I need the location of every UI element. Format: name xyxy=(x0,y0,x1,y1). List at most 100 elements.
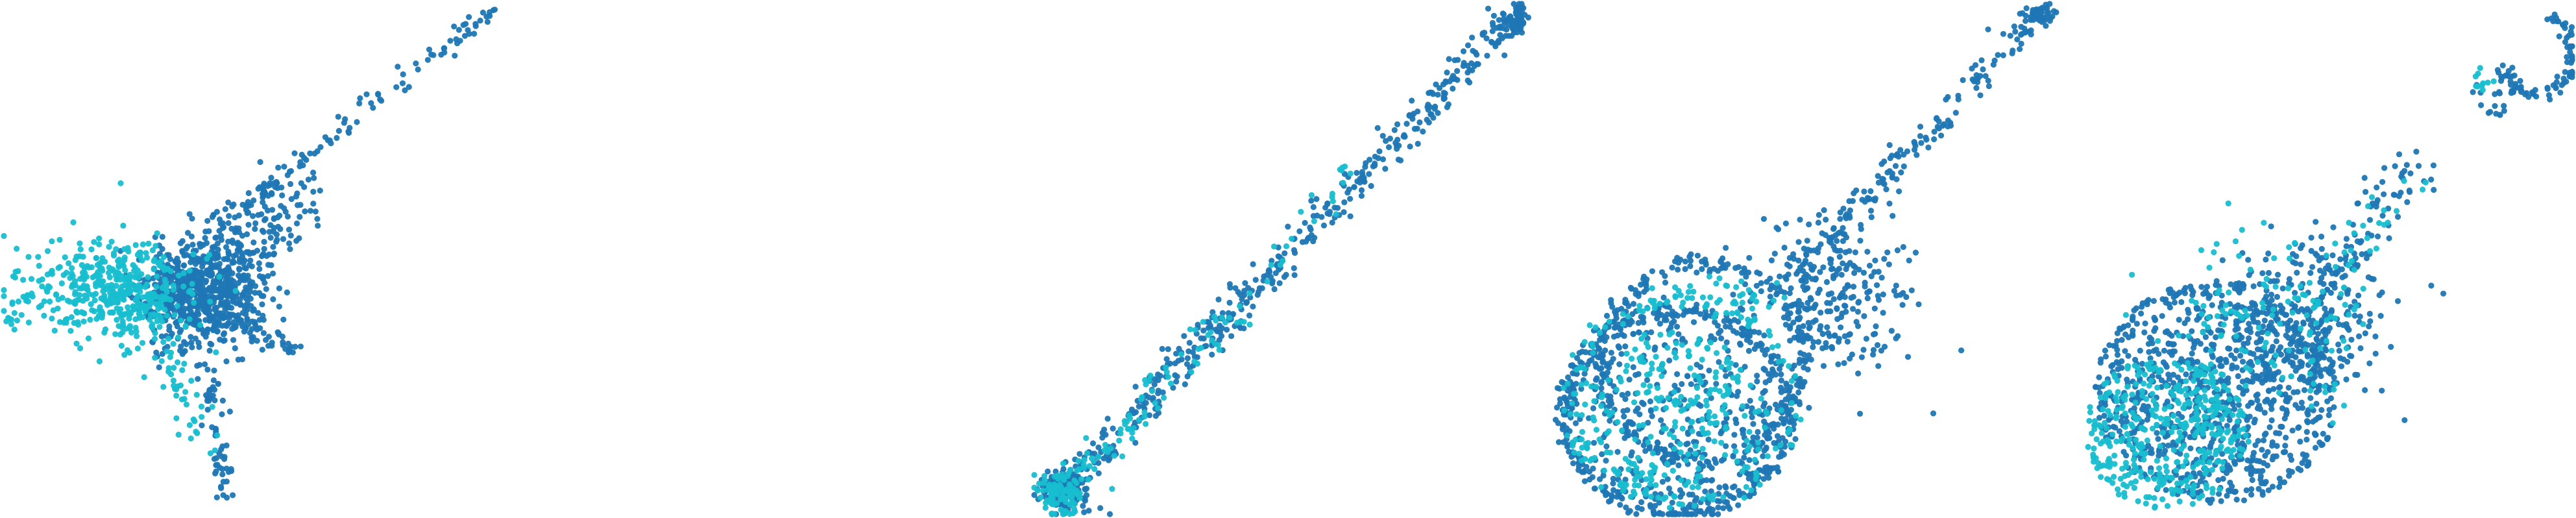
data-point xyxy=(1782,396,1789,403)
data-point xyxy=(166,327,173,334)
data-point xyxy=(1838,271,1845,278)
data-point xyxy=(1095,460,1102,466)
data-point xyxy=(1780,420,1787,427)
data-point xyxy=(1707,294,1714,301)
data-point xyxy=(1810,339,1817,345)
data-point xyxy=(1041,473,1048,479)
data-point xyxy=(1872,197,1878,204)
data-point xyxy=(239,201,246,208)
data-point xyxy=(75,321,82,328)
data-point xyxy=(1860,347,1867,353)
data-point xyxy=(1978,57,1985,64)
data-point xyxy=(195,376,201,382)
data-point xyxy=(223,478,230,485)
data-point xyxy=(2012,29,2019,35)
data-point xyxy=(230,492,236,499)
data-point xyxy=(1697,473,1703,480)
data-point xyxy=(1649,450,1656,456)
data-point xyxy=(2303,436,2310,443)
data-point xyxy=(209,404,215,410)
data-point xyxy=(314,148,321,154)
data-point xyxy=(1695,508,1701,515)
data-point xyxy=(294,190,300,197)
data-point xyxy=(2235,402,2242,408)
data-point xyxy=(1520,19,1527,25)
data-point xyxy=(174,260,180,267)
data-point xyxy=(281,164,287,170)
data-point xyxy=(1705,436,1712,443)
data-point xyxy=(1758,288,1764,295)
data-point xyxy=(1836,336,1842,342)
data-point xyxy=(276,303,282,310)
data-point xyxy=(173,392,180,399)
data-point xyxy=(1760,216,1767,222)
data-point xyxy=(215,247,221,253)
data-point xyxy=(1320,222,1327,228)
data-point xyxy=(1764,347,1770,353)
data-point xyxy=(1750,421,1756,427)
data-point xyxy=(1788,285,1794,291)
data-point xyxy=(1073,480,1080,486)
data-point xyxy=(1864,295,1871,302)
data-point xyxy=(1632,346,1638,352)
data-point xyxy=(145,296,152,302)
data-point xyxy=(213,462,219,469)
data-point xyxy=(1904,354,1912,360)
data-point xyxy=(1666,504,1673,511)
data-point xyxy=(1,308,7,314)
data-point xyxy=(203,240,210,246)
data-point xyxy=(1707,339,1714,346)
data-point xyxy=(1577,364,1583,371)
data-point xyxy=(154,273,160,280)
data-point xyxy=(1699,356,1705,363)
data-point xyxy=(1385,144,1392,151)
data-point xyxy=(1736,340,1744,347)
data-point xyxy=(1578,381,1585,388)
data-point xyxy=(271,216,277,222)
data-point xyxy=(1572,420,1579,426)
data-point xyxy=(28,276,35,282)
data-point xyxy=(235,246,242,253)
data-point xyxy=(301,184,308,190)
data-point xyxy=(63,319,69,326)
data-point xyxy=(1083,486,1090,492)
data-point xyxy=(1250,303,1256,310)
data-point xyxy=(1795,239,1802,245)
data-point xyxy=(1354,178,1361,184)
data-point xyxy=(56,236,63,243)
data-point xyxy=(1840,225,1846,231)
data-point xyxy=(1565,374,1572,381)
data-point xyxy=(1596,346,1603,352)
data-point xyxy=(1647,434,1654,440)
data-point xyxy=(18,312,25,318)
data-point xyxy=(1653,405,1659,412)
data-point xyxy=(1804,285,1811,291)
data-point xyxy=(1720,393,1727,399)
data-point xyxy=(1684,373,1691,380)
data-point xyxy=(14,245,20,252)
data-point xyxy=(1234,319,1241,326)
data-point xyxy=(265,182,271,190)
data-point xyxy=(158,333,165,339)
data-point xyxy=(1746,457,1753,463)
data-point xyxy=(228,466,234,473)
data-point xyxy=(1609,494,1615,500)
data-point xyxy=(256,317,263,323)
data-point xyxy=(212,234,219,241)
data-point xyxy=(99,265,105,272)
data-point xyxy=(2289,427,2296,434)
data-point xyxy=(1567,411,1574,417)
data-point xyxy=(1694,269,1700,276)
data-point xyxy=(1805,319,1812,326)
data-point xyxy=(68,270,75,277)
data-point xyxy=(1611,319,1618,325)
data-point xyxy=(1621,413,1627,420)
data-point xyxy=(215,251,221,258)
data-point xyxy=(1159,345,1165,352)
data-point xyxy=(1960,77,1966,83)
data-point xyxy=(1610,480,1616,487)
data-point xyxy=(1985,77,1991,84)
data-point xyxy=(1254,291,1261,298)
data-point xyxy=(1130,425,1137,431)
data-point xyxy=(249,249,256,256)
